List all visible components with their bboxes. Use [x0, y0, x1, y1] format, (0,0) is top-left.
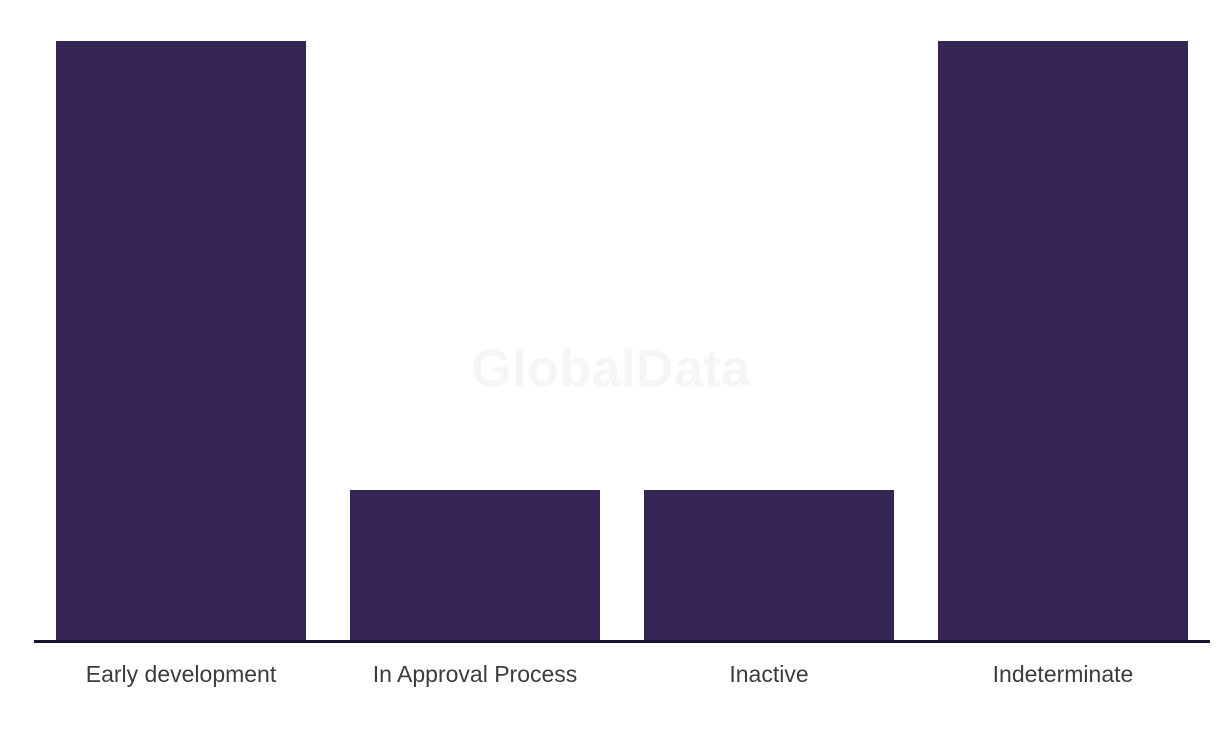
globaldata-watermark: GlobalData: [471, 340, 751, 398]
bar-inactive: [644, 490, 894, 640]
x-axis-labels: Early development In Approval Process Inac…: [34, 660, 1210, 688]
bar-slot: [34, 41, 328, 640]
bar-in-approval-process: [350, 490, 600, 640]
x-axis-line: [34, 640, 1210, 643]
bar-slot: [916, 41, 1210, 640]
plot-area: [34, 41, 1210, 643]
bar-slot: [328, 41, 622, 640]
x-axis-label-in-approval-process: In Approval Process: [372, 661, 578, 687]
bars-group: [34, 41, 1210, 640]
x-axis-label-inactive: Inactive: [729, 661, 809, 687]
x-axis-label-indeterminate: Indeterminate: [992, 661, 1134, 687]
bar-slot: [622, 41, 916, 640]
bar-indeterminate: [938, 41, 1188, 640]
x-axis-label-early-development: Early development: [85, 661, 277, 687]
bar-early-development: [56, 41, 306, 640]
